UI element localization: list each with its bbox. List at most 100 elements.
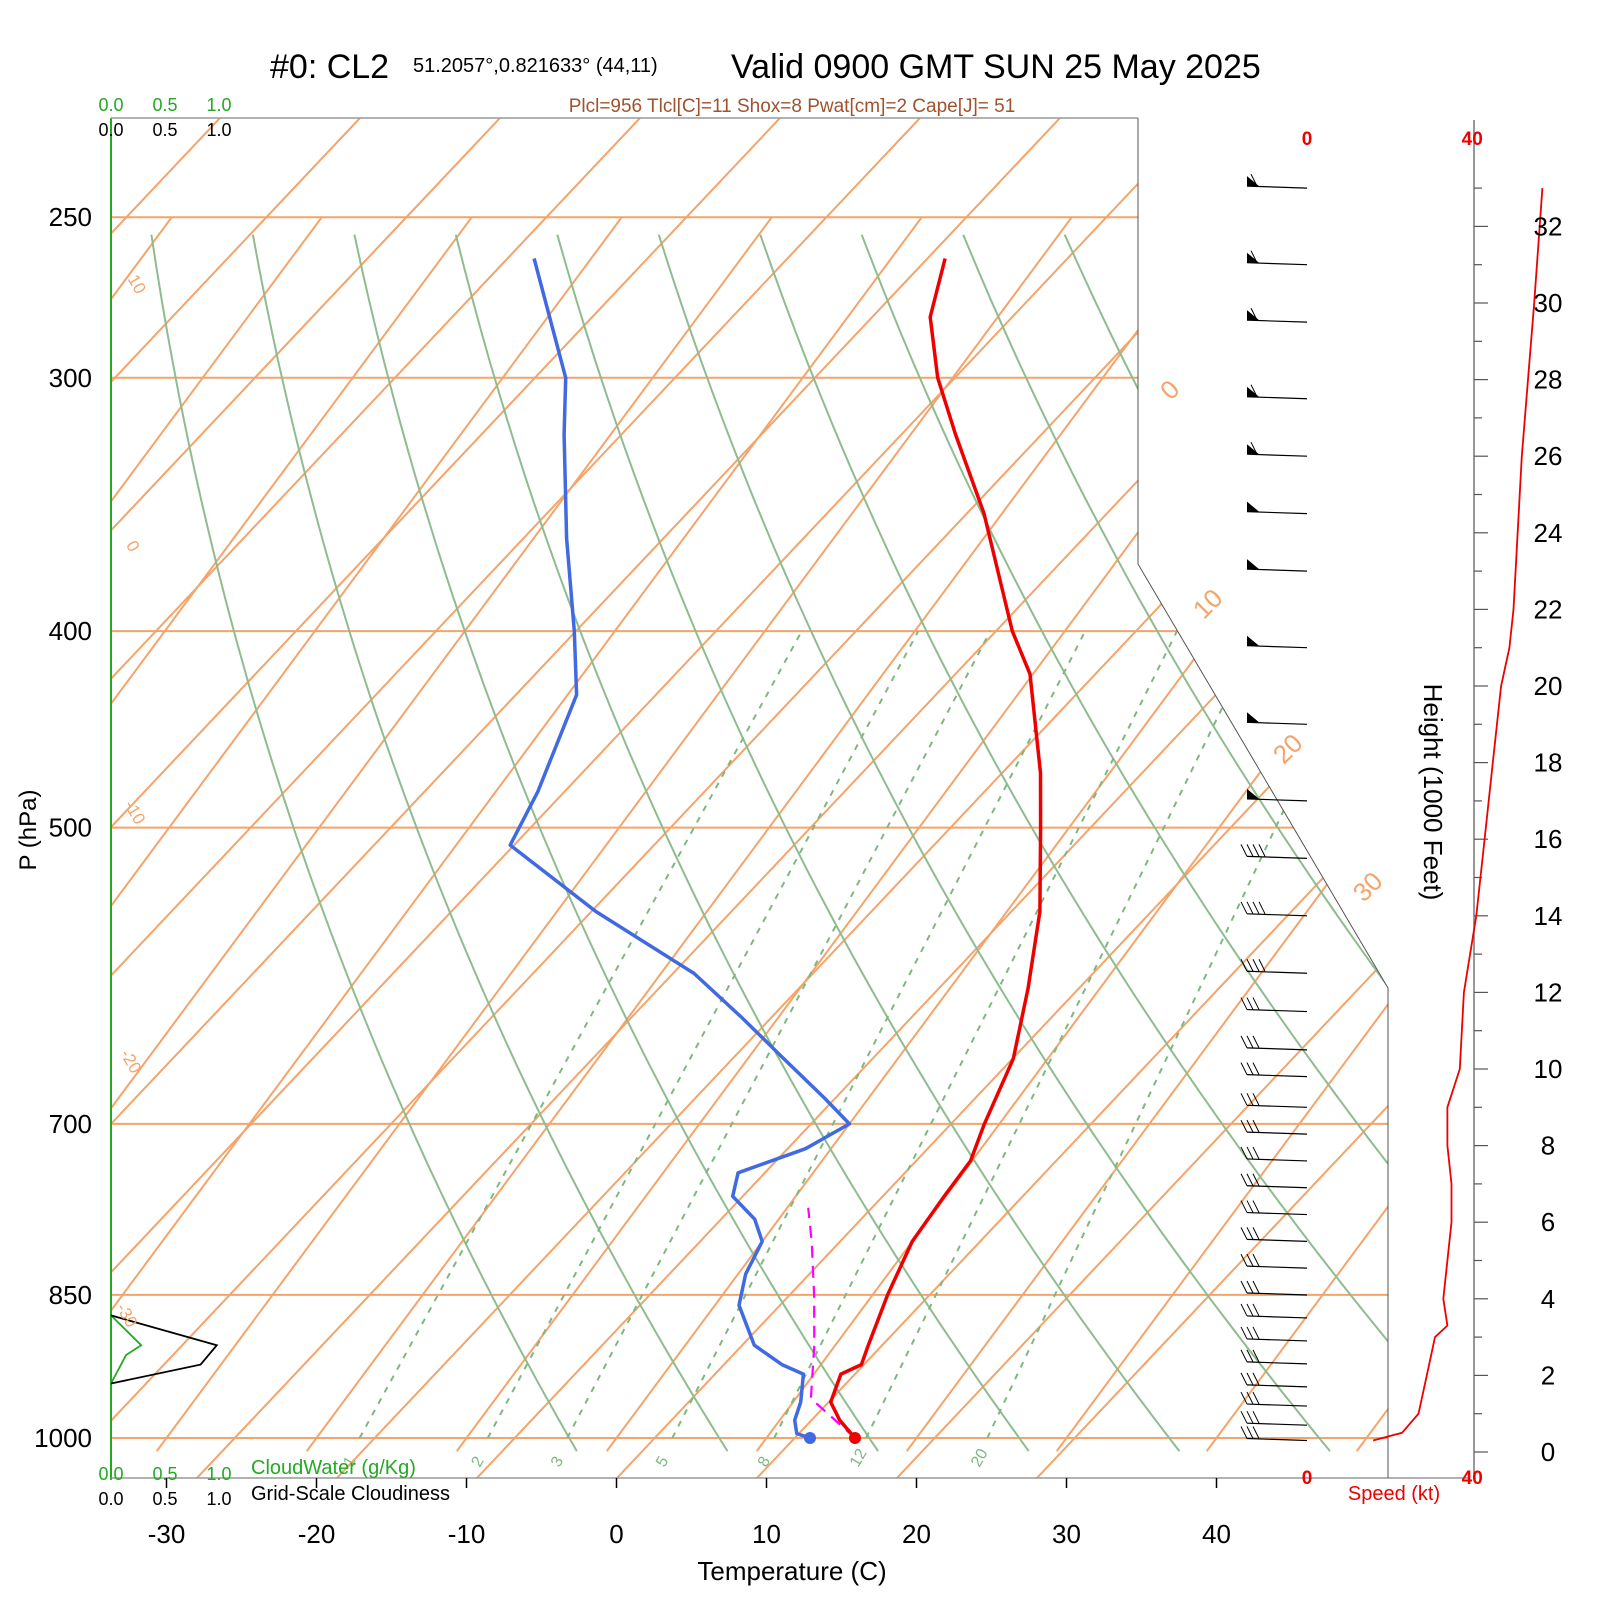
temperature-tick-label: -10 — [448, 1519, 486, 1549]
wind-barb-line — [1252, 1303, 1260, 1317]
wind-barb-staff — [1246, 1131, 1308, 1135]
isotherm-label: 0 — [1154, 374, 1185, 405]
height-tick-label: 18 — [1534, 748, 1563, 778]
dry-adiabat-line — [454, 234, 1030, 1452]
background-lines — [111, 118, 1388, 1478]
wind-barb-line — [1252, 1035, 1260, 1049]
mixing-ratio-label: 20 — [968, 1446, 992, 1470]
surface-temperature-point — [849, 1432, 861, 1444]
wind-barb-line — [1246, 1093, 1254, 1106]
height-tick-label: 8 — [1541, 1131, 1555, 1161]
speed-tick-bottom: 0 — [1302, 1468, 1313, 1489]
wind-barb-staff — [1246, 645, 1308, 649]
wind-barb-staff — [1246, 1104, 1308, 1108]
isotherm-label: 0 — [122, 537, 143, 555]
wind-barb-line — [1252, 901, 1260, 915]
cloud-water-line — [110, 1314, 143, 1384]
cloud-water-tick-bottom: 0.0 — [98, 1464, 123, 1484]
wind-barb-staff — [1246, 185, 1308, 189]
title-coords: 51.2057°,0.821633° (44,11) — [413, 55, 658, 77]
temperature-line — [828, 258, 1043, 1440]
wind-barb-staff — [1246, 855, 1308, 859]
wind-barb-line — [1240, 1062, 1248, 1075]
isotherm-line — [111, 216, 473, 1452]
dewpoint-line — [508, 258, 852, 1440]
height-tick-label: 14 — [1534, 901, 1563, 931]
wind-barb-staff — [1246, 1211, 1308, 1216]
temperature-tick-label: 0 — [609, 1519, 623, 1549]
isotherm-label: 30 — [1347, 866, 1389, 908]
wind-barb-staff — [1246, 1074, 1308, 1078]
speed-tick-top: 40 — [1462, 129, 1483, 150]
height-tick-label: 6 — [1541, 1207, 1555, 1237]
wind-barb-staff — [1246, 1315, 1308, 1319]
wind-barb-staff — [1246, 913, 1308, 917]
mixing-ratio-label: 12 — [847, 1446, 871, 1470]
mixing-ratio-label: 5 — [653, 1454, 672, 1470]
cloudiness-line — [110, 1314, 219, 1385]
y-axis-title: P (hPa) — [15, 790, 42, 871]
wind-barb-line — [1252, 1391, 1260, 1405]
wind-panel — [1240, 120, 1544, 1478]
isotherm-label: 20 — [1267, 728, 1309, 770]
isotherm-line — [155, 216, 1073, 1452]
wind-barb-line — [1252, 1253, 1260, 1267]
wind-barb-line — [1246, 1326, 1254, 1340]
wind-barb-line — [1250, 250, 1258, 263]
mixing-ratio-line — [671, 630, 1087, 1439]
temperature-tick-label: 40 — [1202, 1519, 1231, 1549]
height-tick-label: 12 — [1534, 977, 1563, 1007]
diagonal-line — [111, 118, 1341, 1478]
wind-barb-staff — [1246, 1361, 1308, 1365]
wind-barb-line — [1258, 844, 1266, 857]
wind-barb-staff — [1246, 319, 1308, 323]
wind-barb-line — [1258, 901, 1266, 915]
diagonal-line — [111, 118, 501, 1478]
wind-barb-line — [1252, 1093, 1260, 1106]
mixing-ratio-label: 2 — [469, 1454, 488, 1470]
isotherm-label: -10 — [120, 797, 149, 828]
wind-barb-line — [1240, 1326, 1248, 1340]
isotherm-line — [605, 216, 1388, 1452]
wind-barb-line — [1240, 901, 1248, 915]
wind-barb-line — [1246, 1119, 1254, 1133]
cloud-profile — [110, 1314, 219, 1385]
wind-barb-staff — [1246, 1008, 1308, 1013]
diagonal-line — [359, 118, 1388, 1478]
dry-adiabat-line — [1063, 234, 1388, 1452]
wind-barb-flag — [1247, 635, 1259, 646]
height-tick-label: 2 — [1541, 1360, 1555, 1390]
wind-barb-line — [1250, 307, 1258, 321]
wind-barb-flag — [1247, 501, 1259, 512]
cloudiness-label: Grid-Scale Cloudiness — [251, 1483, 450, 1505]
height-tick-label: 28 — [1534, 365, 1563, 395]
wind-barb-staff — [1246, 453, 1308, 457]
wind-barb-line — [1246, 997, 1254, 1010]
pressure-tick-label: 700 — [49, 1109, 92, 1139]
height-tick-label: 4 — [1541, 1284, 1555, 1314]
height-tick-label: 30 — [1534, 288, 1563, 318]
wind-barb-flag — [1247, 559, 1259, 570]
wind-barb-staff — [1246, 1292, 1308, 1296]
speed-tick-bottom: 40 — [1462, 1468, 1483, 1489]
wind-barb-line — [1252, 1146, 1260, 1160]
wind-barb-staff — [1246, 1403, 1308, 1407]
wind-barb-line — [1246, 1426, 1254, 1439]
cloud-water-tick-top: 0.0 — [98, 95, 123, 115]
wind-barb-line — [1246, 1035, 1254, 1049]
cloud-water-tick-top: 1.0 — [206, 95, 231, 115]
wind-barb-line — [1252, 1372, 1260, 1386]
wind-barb-line — [1240, 1410, 1248, 1424]
wind-barb-line — [1250, 173, 1258, 187]
pressure-tick-label: 500 — [49, 813, 92, 843]
cloudiness-tick-top: 1.0 — [206, 120, 231, 140]
diagonal-line — [111, 118, 781, 1478]
isotherm-line — [1355, 216, 1388, 1452]
mixing-ratio-line — [986, 630, 1370, 1439]
height-tick-label: 32 — [1534, 211, 1563, 241]
wind-barb-line — [1246, 844, 1254, 857]
wind-barb-line — [1246, 1227, 1254, 1240]
temperature-tick-label: -20 — [298, 1519, 336, 1549]
wind-barb-line — [1246, 1062, 1254, 1075]
wind-barb-line — [1240, 1035, 1248, 1049]
